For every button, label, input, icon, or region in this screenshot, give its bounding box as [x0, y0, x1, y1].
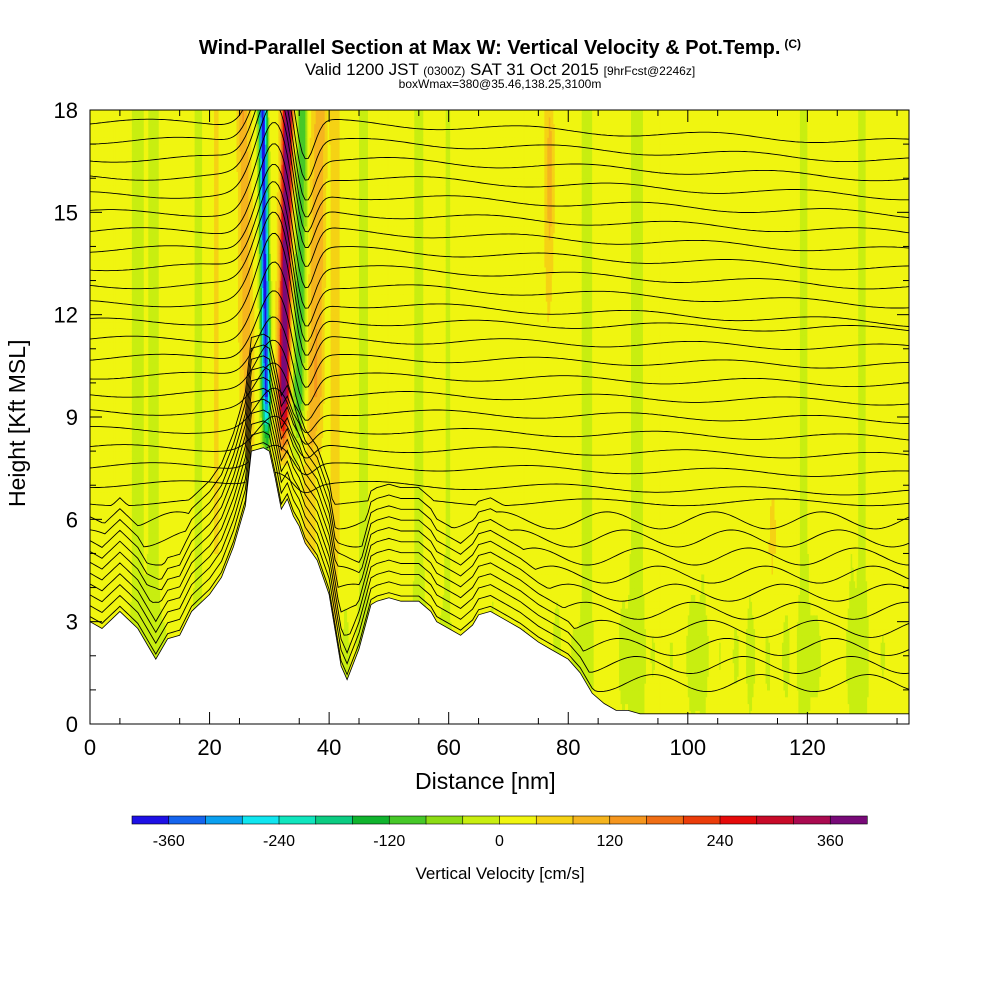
velocity-cell: [109, 103, 111, 110]
velocity-cell: [112, 103, 114, 110]
velocity-cell: [118, 103, 120, 110]
velocity-cell: [123, 103, 125, 110]
velocity-cell: [121, 103, 123, 110]
velocity-cell: [130, 103, 132, 110]
velocity-cell: [114, 103, 116, 110]
velocity-cell: [90, 103, 92, 110]
velocity-cell: [132, 103, 134, 110]
velocity-cell: [111, 103, 113, 110]
velocity-cell: [106, 103, 108, 110]
velocity-cell: [91, 103, 93, 110]
velocity-cell: [115, 103, 117, 110]
velocity-cell: [117, 103, 119, 110]
velocity-cell: [133, 103, 135, 110]
velocity-cell: [108, 103, 110, 110]
velocity-cell: [96, 103, 98, 110]
velocity-cell: [129, 103, 131, 110]
velocity-cell: [94, 103, 96, 110]
velocity-cell: [100, 103, 102, 110]
velocity-cell: [97, 103, 99, 110]
velocity-cell: [93, 103, 95, 110]
velocity-cell: [102, 103, 104, 110]
velocity-cell: [126, 103, 128, 110]
velocity-cell: [99, 103, 101, 110]
chart-svg: 0 20 40 60 80 100 1200369121518 -360 -240 -120 0 1…: [0, 0, 1000, 1000]
velocity-cell: [103, 103, 105, 110]
velocity-cell: [120, 103, 122, 110]
velocity-cell: [124, 103, 126, 110]
velocity-cell: [105, 103, 107, 110]
velocity-cell: [127, 103, 129, 110]
